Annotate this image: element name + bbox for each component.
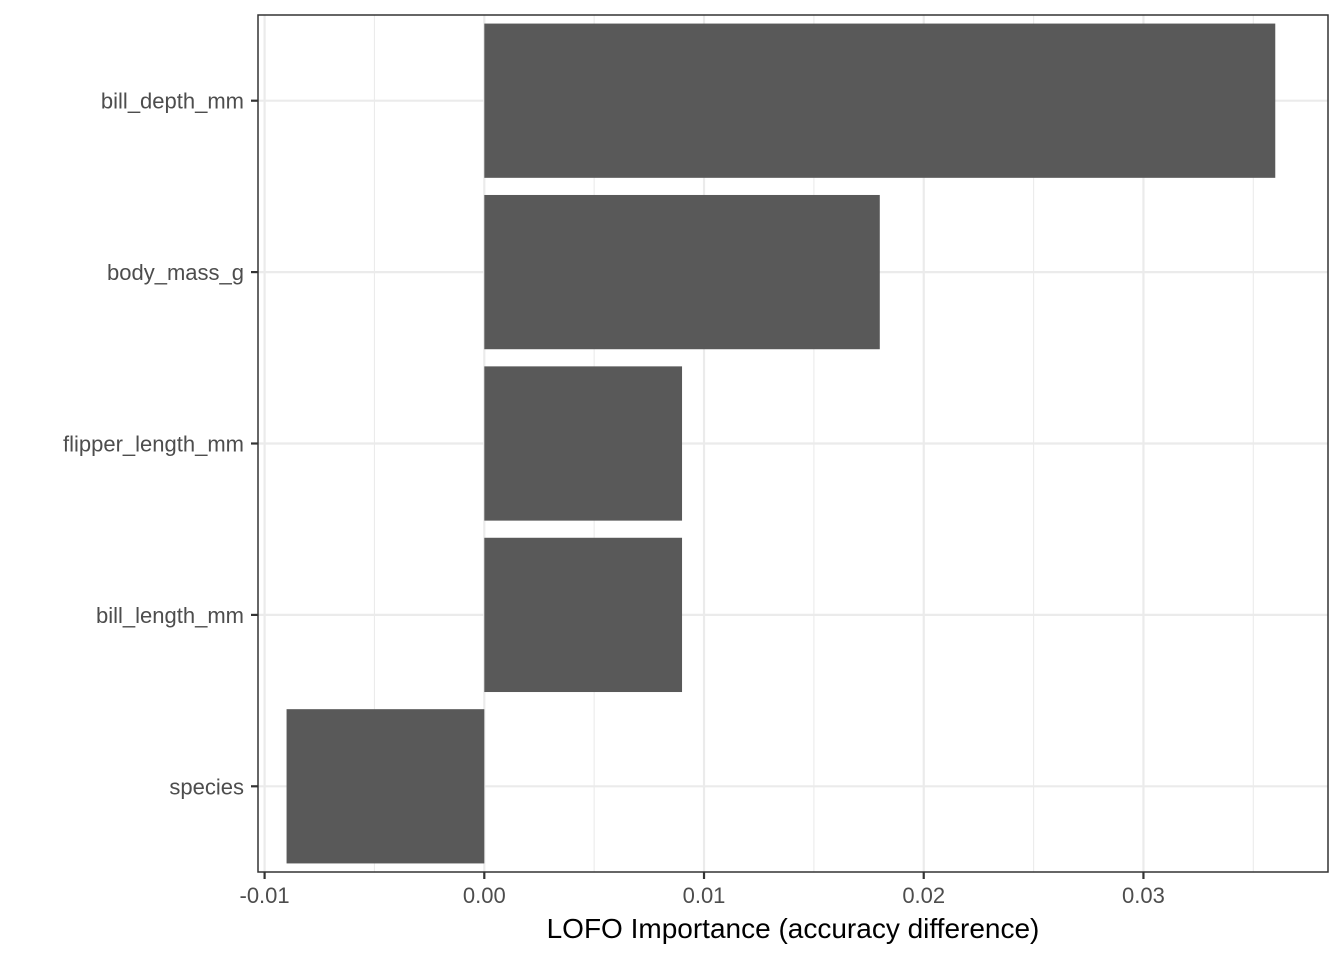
x-tick-label: 0.01 xyxy=(683,883,726,908)
y-tick-label: bill_depth_mm xyxy=(101,89,244,114)
y-tick-label: bill_length_mm xyxy=(96,603,244,628)
bar-bill-length-mm xyxy=(484,537,683,693)
x-tick-label: -0.01 xyxy=(240,883,290,908)
x-axis: -0.01 0.00 0.01 0.02 0.03 xyxy=(240,872,1165,908)
bar-bill-depth-mm xyxy=(484,23,1276,178)
bar-species xyxy=(286,709,485,864)
x-axis-title: LOFO Importance (accuracy difference) xyxy=(547,913,1040,944)
y-tick-label: species xyxy=(169,774,244,799)
y-tick-label: flipper_length_mm xyxy=(63,432,244,457)
bar-flipper-length-mm xyxy=(484,366,683,521)
y-axis: bill_depth_mm body_mass_g flipper_length_m… xyxy=(63,89,258,799)
x-tick-label: 0.02 xyxy=(902,883,945,908)
x-tick-label: 0.03 xyxy=(1122,883,1165,908)
x-tick-label: 0.00 xyxy=(463,883,506,908)
y-tick-label: body_mass_g xyxy=(107,260,244,285)
bars xyxy=(286,23,1276,864)
major-gridlines xyxy=(258,15,1328,872)
bar-body-mass-g xyxy=(484,194,880,350)
